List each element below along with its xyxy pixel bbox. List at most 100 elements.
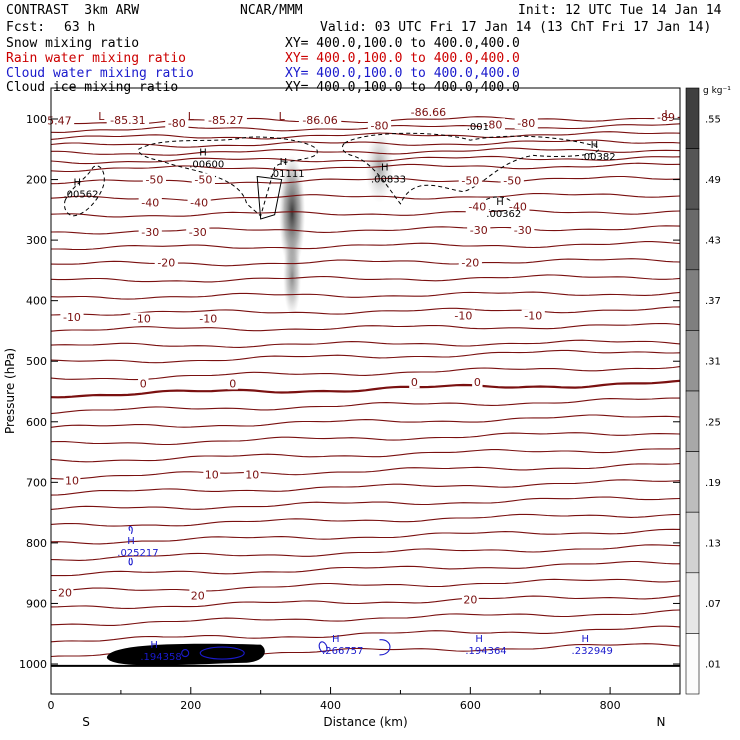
temperature-contour-label: -80 (168, 117, 186, 130)
model-title: CONTRAST 3km ARW (6, 3, 140, 18)
colorbar-segment (685, 148, 700, 210)
cloud-water-max-label: .232949 (572, 646, 613, 657)
ice-max-label: .00833 (371, 175, 406, 186)
center-title: NCAR/MMM (240, 3, 303, 18)
temperature-contour-label: -40 (141, 196, 159, 209)
temperature-contour-line (50, 123, 681, 133)
temperature-contour-line (50, 528, 681, 545)
temperature-contour-label: -30 (514, 224, 532, 237)
temperature-contour-label: 0 (229, 377, 236, 390)
ice-max-marker: H (73, 178, 81, 189)
temperature-label-bg (60, 310, 84, 323)
y-tick-label: 900 (26, 597, 47, 610)
temperature-contour-line (50, 339, 681, 348)
colorbar-label: .19 (705, 478, 721, 489)
temperature-contour-label: -80 (370, 119, 388, 132)
ice-max-marker: H (496, 197, 504, 208)
ice-max-label: .001 (467, 122, 489, 133)
temperature-label-bg (298, 114, 342, 127)
colorbar-label: .55 (705, 114, 721, 125)
colorbar-label: .07 (705, 599, 721, 610)
temperature-contour-line (50, 349, 681, 364)
temperature-label-bg (106, 114, 150, 127)
temperature-contour-line (50, 379, 681, 399)
temperature-contour-line (50, 432, 681, 446)
temperature-contour-label: -10 (63, 311, 81, 324)
colorbar-segment (685, 208, 700, 271)
x-tick-label: 0 (48, 699, 55, 712)
fcst-value: 63 h (64, 20, 96, 35)
fcst-label: Fcst: (6, 20, 46, 35)
colorbar-segment (685, 451, 700, 513)
temperature-contour-line (50, 448, 681, 463)
temperature-contour-label: -40 (190, 196, 208, 209)
ice-max-marker: H (381, 163, 389, 174)
temperature-contour-label: -80 (484, 118, 502, 131)
temperature-label-bg (458, 174, 482, 187)
x-tick-label: 800 (600, 699, 621, 712)
field-xy-snow: XY= 400.0,100.0 to 400.0,400.0 (285, 36, 520, 51)
temperature-label-bg (203, 468, 221, 481)
x-tick-label: 200 (180, 699, 201, 712)
temperature-contour-label: -40 (468, 201, 486, 214)
y-tick-label: 1000 (19, 658, 47, 671)
low-marker: L (98, 110, 105, 123)
right-endpoint-label: N (657, 715, 666, 729)
temperature-contour-line (50, 595, 681, 609)
temperature-label-bg (461, 593, 479, 606)
y-tick-label: 700 (26, 476, 47, 489)
temperature-contour-label: 20 (463, 594, 477, 607)
temperature-contour-line (50, 258, 681, 267)
temperature-contour-label: -10 (133, 313, 151, 326)
ice-max-label: .00562 (63, 190, 98, 201)
temperature-contour-label: -40 (509, 201, 527, 214)
temperature-contour-line (50, 414, 681, 428)
init-time: Init: 12 UTC Tue 14 Jan 14 (518, 3, 722, 18)
colorbar-segment (685, 330, 700, 392)
temperature-contour-label: 20 (58, 586, 72, 599)
y-tick-label: 300 (26, 234, 47, 247)
temperature-label-bg (506, 200, 530, 213)
temperature-label-bg (243, 468, 261, 481)
temperature-contour-label: 0 (140, 377, 147, 390)
cloud-water-contour (128, 557, 133, 566)
temperature-contour-label: -30 (470, 224, 488, 237)
field-name-snow: Snow mixing ratio (6, 36, 140, 51)
temperature-contour-label: 10 (245, 468, 259, 481)
temperature-contour-line (50, 609, 681, 626)
temperature-contour-label: -50 (194, 173, 212, 186)
temperature-contour-label: 0 (411, 376, 418, 389)
ice-contour (137, 136, 318, 217)
cloud-water-contour (181, 649, 190, 658)
ice-contour (63, 165, 105, 217)
x-axis-label: Distance (km) (323, 715, 407, 729)
colorbar-segment (685, 269, 700, 331)
temperature-label-bg (514, 117, 538, 130)
temperature-contour-line (50, 155, 681, 165)
temperature-contour-label: 10 (205, 468, 219, 481)
temperature-label-bg (63, 474, 81, 487)
colorbar-segment (685, 511, 700, 574)
cloud-water-max-marker: H (475, 634, 483, 645)
field-xy-rain: XY= 400.0,100.0 to 400.0,400.0 (285, 51, 520, 66)
temperature-contour-line (51, 241, 681, 251)
temperature-contour-label: -10 (454, 310, 472, 323)
temperature-contour-label: -30 (141, 226, 159, 239)
colorbar-label: .01 (705, 660, 721, 671)
cloud-water-contour (199, 646, 245, 660)
temperature-label-bg (138, 377, 149, 390)
colorbar-segment (685, 87, 700, 149)
temperature-contour-label: 0 (474, 376, 481, 389)
low-marker: L (279, 110, 286, 123)
temperature-contour-label: 5.47 (47, 115, 72, 128)
temperature-contour-label: -89 (657, 111, 675, 124)
y-tick-label: 100 (26, 113, 47, 126)
temperature-contour-line (51, 578, 681, 592)
temperature-label-bg (511, 224, 535, 237)
y-tick-label: 600 (26, 416, 47, 429)
cloud-water-contour (128, 526, 133, 535)
temperature-label-bg (654, 111, 678, 123)
temperature-label-bg (500, 174, 524, 187)
temperature-label-bg (481, 118, 505, 131)
